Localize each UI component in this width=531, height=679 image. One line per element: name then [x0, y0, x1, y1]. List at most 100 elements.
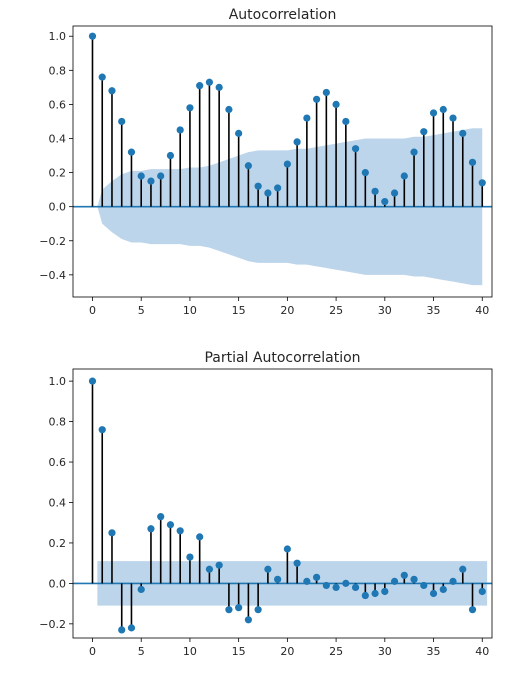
x-tick-label: 5	[138, 304, 145, 317]
marker-lag-27	[351, 583, 360, 592]
marker-lag-17	[254, 606, 262, 614]
marker-lag-34	[420, 581, 428, 590]
marker-lag-5	[137, 172, 145, 180]
x-tick-label: 35	[427, 645, 441, 658]
marker-lag-25	[332, 583, 340, 592]
marker-lag-22	[303, 114, 311, 122]
marker-lag-39	[468, 606, 477, 614]
chart-title: Autocorrelation	[229, 7, 337, 23]
x-tick-label: 40	[475, 645, 489, 658]
marker-lag-14	[225, 105, 233, 114]
y-tick-label: 0.0	[49, 577, 67, 590]
marker-lag-26	[342, 117, 350, 126]
marker-lag-32	[400, 172, 408, 180]
chart-title: Partial Autocorrelation	[204, 350, 360, 366]
x-tick-label: 10	[183, 645, 197, 658]
marker-lag-8	[166, 521, 175, 529]
marker-lag-35	[429, 109, 438, 117]
marker-lag-26	[342, 579, 350, 587]
marker-lag-20	[283, 160, 291, 168]
marker-lag-30	[381, 197, 389, 206]
y-tick-label: 0.8	[49, 64, 67, 77]
marker-lag-18	[264, 565, 272, 573]
marker-lag-5	[137, 585, 145, 594]
marker-lag-3	[118, 117, 126, 126]
axes-frame	[72, 368, 493, 639]
marker-lag-31	[390, 577, 399, 585]
marker-lag-33	[410, 148, 418, 156]
y-tick-label: 0.2	[49, 537, 67, 550]
marker-lag-16	[244, 616, 252, 624]
marker-lag-13	[215, 83, 223, 91]
marker-lag-31	[390, 189, 399, 197]
marker-lag-28	[361, 168, 369, 177]
y-tick-label: 0.4	[49, 496, 67, 509]
marker-lag-40	[478, 179, 486, 187]
marker-lag-21	[293, 559, 301, 567]
marker-lag-29	[371, 187, 379, 195]
marker-lag-12	[205, 565, 214, 573]
x-tick-label: 40	[475, 304, 489, 317]
marker-lag-1	[98, 73, 106, 81]
marker-lag-19	[274, 184, 282, 192]
marker-lag-11	[196, 533, 204, 541]
marker-lag-6	[147, 525, 155, 533]
marker-lag-37	[449, 114, 457, 122]
marker-lag-40	[478, 587, 486, 596]
marker-lag-1	[98, 426, 106, 434]
marker-lag-23	[313, 573, 321, 581]
marker-lag-22	[303, 577, 311, 585]
marker-lag-13	[215, 561, 223, 569]
marker-lag-27	[351, 145, 360, 153]
y-tick-label: 0.6	[49, 456, 67, 469]
marker-lag-24	[322, 88, 330, 97]
marker-lag-15	[235, 604, 243, 612]
marker-lag-9	[176, 527, 184, 535]
marker-lag-29	[371, 589, 379, 598]
autocorrelation-plot: 0 5 10 15 20 25 30 35 40 −0.4 −0.2 0.0 0.2 0.4 0.6 0.8 1…	[39, 7, 493, 317]
x-tick-label: 0	[89, 645, 96, 658]
marker-lag-6	[147, 177, 155, 185]
x-tick-label: 15	[232, 304, 246, 317]
y-tick-label: 0.6	[49, 98, 67, 111]
marker-lag-19	[274, 575, 282, 583]
marker-lag-15	[235, 129, 243, 137]
x-tick-label: 30	[378, 304, 392, 317]
partial-autocorrelation-plot: 0 5 10 15 20 25 30 35 40 −0.2 0.0 0.2 0.4 0.6 0.8 1.0 Pa…	[39, 350, 493, 658]
axes-frame	[72, 25, 493, 298]
y-tick-label: 1.0	[49, 30, 67, 43]
marker-lag-12	[205, 78, 214, 86]
marker-lag-9	[176, 126, 184, 134]
x-tick-label: 25	[329, 304, 343, 317]
y-tick-label: −0.2	[39, 235, 66, 248]
marker-lag-10	[186, 553, 194, 561]
marker-lag-7	[157, 172, 165, 180]
marker-lag-39	[468, 158, 477, 166]
y-tick-label: 0.4	[49, 132, 67, 145]
y-tick-label: 0.0	[49, 201, 67, 214]
marker-lag-36	[439, 105, 447, 114]
x-tick-label: 0	[89, 304, 96, 317]
x-tick-label: 15	[232, 645, 246, 658]
marker-lag-25	[332, 100, 340, 109]
marker-lag-2	[108, 87, 116, 95]
y-tick-label: 1.0	[49, 375, 67, 388]
marker-lag-4	[127, 148, 136, 156]
marker-lag-0	[88, 377, 97, 385]
marker-lag-3	[118, 626, 126, 634]
x-tick-label: 10	[183, 304, 197, 317]
marker-lag-21	[293, 138, 301, 146]
marker-lag-38	[459, 565, 467, 573]
marker-lag-10	[186, 104, 194, 112]
marker-lag-23	[313, 95, 321, 103]
marker-lag-11	[196, 82, 204, 90]
marker-lag-30	[381, 587, 389, 596]
y-tick-label: 0.2	[49, 167, 67, 180]
marker-lag-20	[283, 545, 291, 553]
marker-lag-4	[127, 624, 136, 632]
marker-lag-37	[449, 577, 457, 585]
marker-lag-16	[244, 162, 252, 170]
marker-lag-0	[88, 32, 97, 40]
y-tick-label: −0.2	[39, 618, 66, 631]
